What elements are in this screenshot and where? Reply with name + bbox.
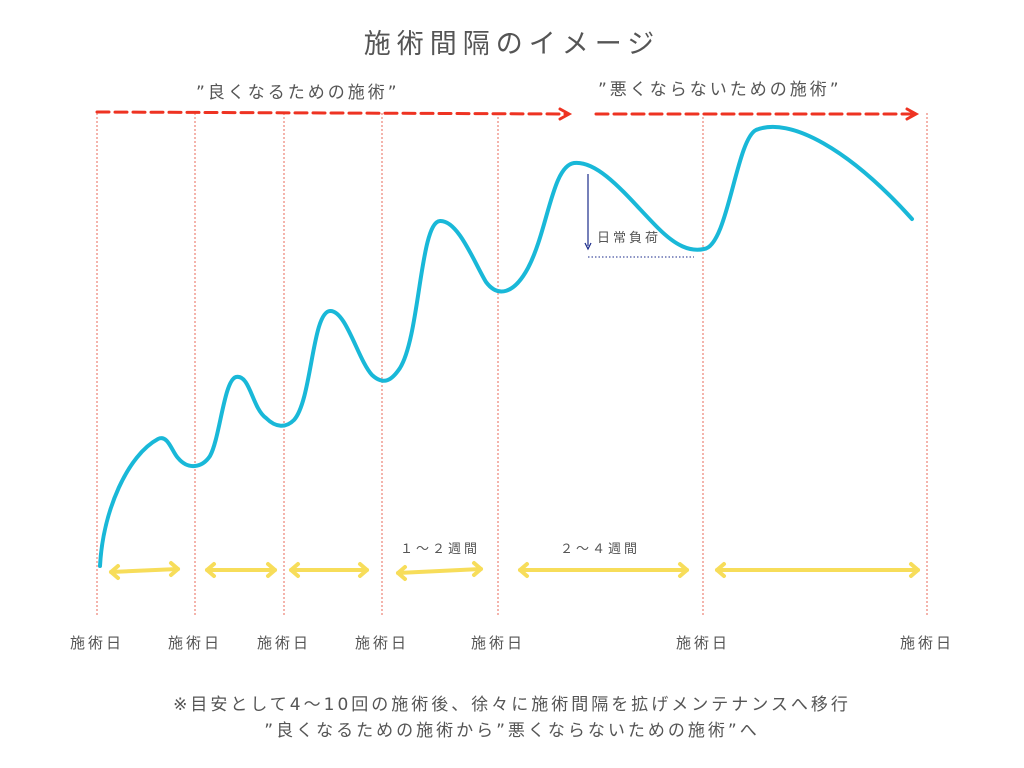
interval-arrow-3 [289, 562, 369, 578]
phase-bad-arrowhead [905, 107, 920, 121]
daily-load-arrowhead [584, 242, 592, 251]
recovery-curve [98, 124, 914, 568]
treatment-day-label-6: 施術日 [675, 634, 731, 652]
footnote-line-2: ”良くなるための施術から”悪くならないための施術”へ [264, 721, 760, 741]
interval-arrow-2 [205, 562, 277, 578]
treatment-day-label-5: 施術日 [470, 634, 526, 652]
interval-arrow-6 [715, 562, 920, 578]
treatment-day-label-7: 施術日 [899, 634, 955, 652]
interval-label-long: ２～４週間 [559, 542, 641, 557]
interval-label-short: １～２週間 [399, 542, 481, 557]
interval-arrow-1 [109, 561, 180, 580]
footnote-line-1: ※目安として4～10回の施術後、徐々に施術間隔を拡げメンテナンスへ移行 [173, 695, 851, 715]
phase-good-arrow [95, 110, 568, 116]
treatment-day-label-4: 施術日 [354, 634, 410, 652]
phase-bad-label: ”悪くならないための施術” [598, 80, 842, 100]
treatment-day-label-3: 施術日 [256, 634, 312, 652]
treatment-day-label-1: 施術日 [69, 634, 125, 652]
phase-good-arrowhead [558, 107, 573, 121]
interval-arrow-4 [396, 561, 483, 581]
treatment-day-label-2: 施術日 [167, 634, 223, 652]
diagram-title: 施術間隔のイメージ [363, 29, 661, 60]
daily-load-label: 日常負荷 [597, 231, 662, 246]
phase-good-label: ”良くなるための施術” [196, 83, 400, 103]
interval-arrow-5 [518, 562, 689, 578]
